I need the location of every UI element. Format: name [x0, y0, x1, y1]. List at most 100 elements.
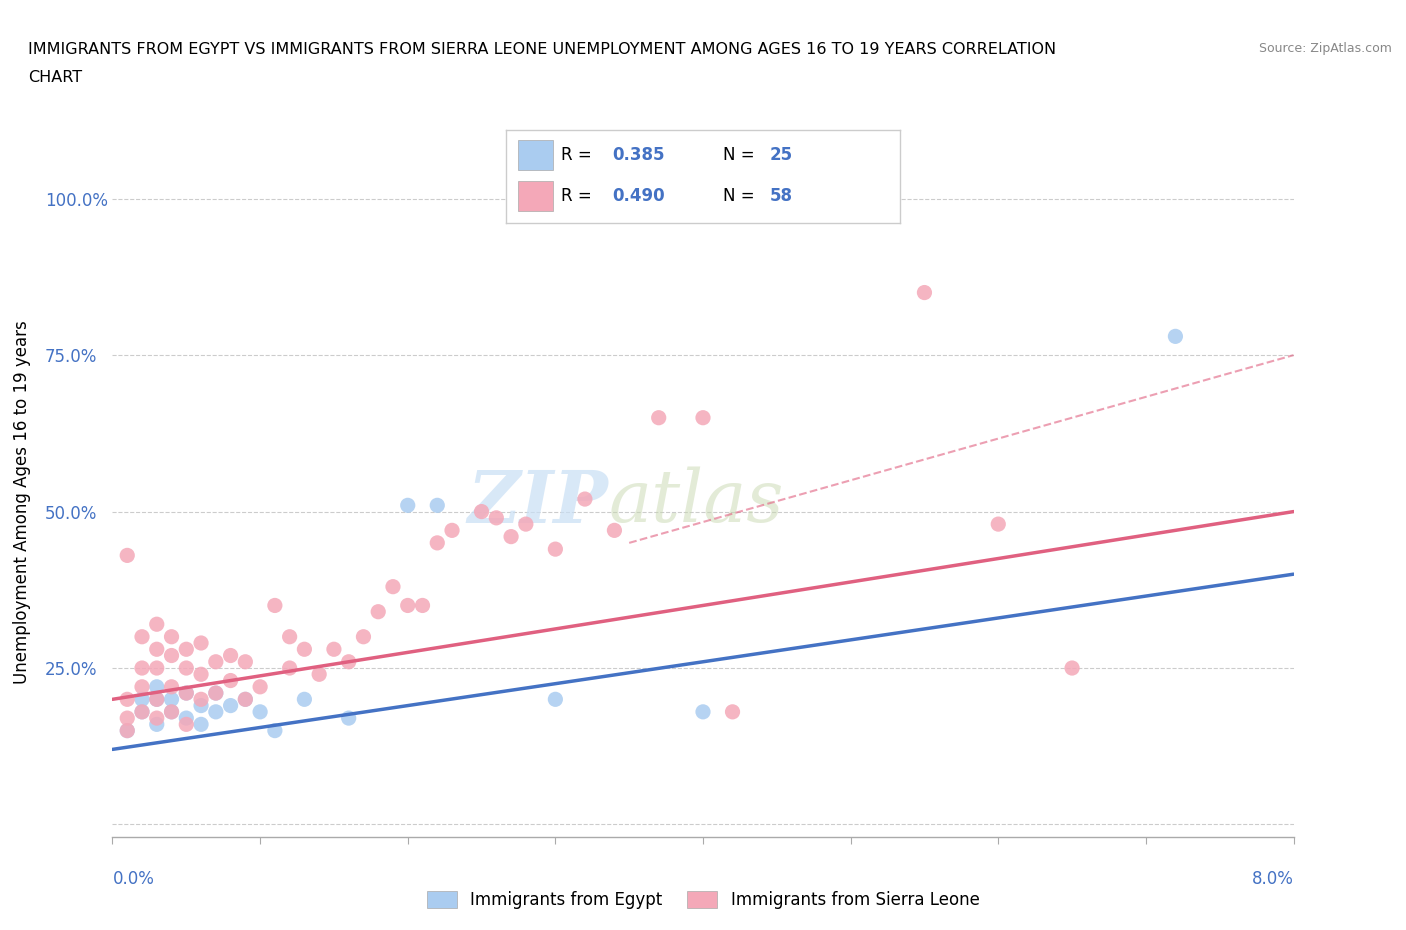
Point — [131, 704, 153, 719]
Point — [278, 660, 301, 675]
Point — [233, 692, 256, 707]
Point — [249, 680, 271, 695]
Point — [1062, 660, 1084, 675]
Point — [146, 680, 169, 695]
Point — [146, 692, 169, 707]
Point — [471, 504, 494, 519]
Point — [308, 667, 330, 682]
Point — [426, 536, 449, 551]
Point — [337, 655, 360, 670]
Point — [160, 704, 183, 719]
Point — [146, 692, 169, 707]
FancyBboxPatch shape — [517, 140, 554, 170]
Point — [485, 511, 508, 525]
Text: CHART: CHART — [28, 70, 82, 85]
Point — [574, 492, 596, 507]
Point — [160, 692, 183, 707]
Point — [160, 648, 183, 663]
Point — [292, 692, 315, 707]
Point — [501, 529, 523, 544]
Point — [174, 685, 197, 700]
Point — [1164, 329, 1187, 344]
Point — [544, 541, 567, 556]
Point — [131, 630, 153, 644]
Point — [190, 667, 212, 682]
Point — [692, 704, 714, 719]
Text: R =: R = — [561, 146, 598, 165]
Point — [160, 704, 183, 719]
Text: Source: ZipAtlas.com: Source: ZipAtlas.com — [1258, 42, 1392, 55]
Point — [131, 680, 153, 695]
Point — [117, 711, 138, 725]
Point — [190, 698, 212, 713]
Point — [131, 660, 153, 675]
Point — [146, 660, 169, 675]
Point — [382, 579, 405, 594]
Point — [515, 517, 537, 532]
Point — [367, 604, 389, 619]
Point — [117, 548, 138, 563]
Point — [396, 498, 419, 512]
Point — [278, 630, 301, 644]
Point — [117, 724, 138, 738]
Y-axis label: Unemployment Among Ages 16 to 19 years: Unemployment Among Ages 16 to 19 years — [13, 320, 31, 684]
Point — [160, 630, 183, 644]
Point — [205, 685, 228, 700]
FancyBboxPatch shape — [517, 181, 554, 211]
Text: atlas: atlas — [609, 467, 785, 538]
Point — [131, 704, 153, 719]
Text: 25: 25 — [770, 146, 793, 165]
Point — [190, 717, 212, 732]
Point — [174, 660, 197, 675]
Point — [174, 711, 197, 725]
Text: 8.0%: 8.0% — [1251, 870, 1294, 887]
Point — [174, 685, 197, 700]
Point — [174, 642, 197, 657]
Point — [264, 598, 287, 613]
Text: N =: N = — [723, 187, 759, 206]
Point — [233, 692, 256, 707]
Point — [352, 630, 374, 644]
Point — [219, 648, 242, 663]
Text: IMMIGRANTS FROM EGYPT VS IMMIGRANTS FROM SIERRA LEONE UNEMPLOYMENT AMONG AGES 16: IMMIGRANTS FROM EGYPT VS IMMIGRANTS FROM… — [28, 42, 1056, 57]
Point — [131, 692, 153, 707]
Point — [647, 410, 671, 425]
Point — [160, 680, 183, 695]
Point — [721, 704, 744, 719]
Text: ZIP: ZIP — [468, 467, 609, 538]
Point — [205, 704, 228, 719]
Point — [117, 724, 138, 738]
Text: 0.490: 0.490 — [613, 187, 665, 206]
Point — [914, 286, 936, 300]
Point — [249, 704, 271, 719]
Point — [146, 617, 169, 631]
Point — [323, 642, 346, 657]
Text: 0.0%: 0.0% — [112, 870, 155, 887]
Point — [205, 685, 228, 700]
Point — [264, 724, 287, 738]
Point — [174, 717, 197, 732]
Point — [146, 711, 169, 725]
Point — [337, 711, 360, 725]
Point — [396, 598, 419, 613]
Point — [117, 692, 138, 707]
Point — [426, 498, 449, 512]
Point — [219, 698, 242, 713]
Point — [987, 517, 1010, 532]
Point — [146, 642, 169, 657]
Point — [219, 673, 242, 688]
Text: 58: 58 — [770, 187, 793, 206]
Point — [603, 523, 626, 538]
Point — [146, 717, 169, 732]
Point — [412, 598, 434, 613]
Point — [692, 410, 714, 425]
Legend: Immigrants from Egypt, Immigrants from Sierra Leone: Immigrants from Egypt, Immigrants from S… — [420, 884, 986, 916]
Point — [233, 655, 256, 670]
Text: N =: N = — [723, 146, 759, 165]
Text: R =: R = — [561, 187, 598, 206]
Point — [292, 642, 315, 657]
Point — [544, 692, 567, 707]
Point — [205, 655, 228, 670]
Text: 0.385: 0.385 — [613, 146, 665, 165]
Point — [190, 635, 212, 650]
